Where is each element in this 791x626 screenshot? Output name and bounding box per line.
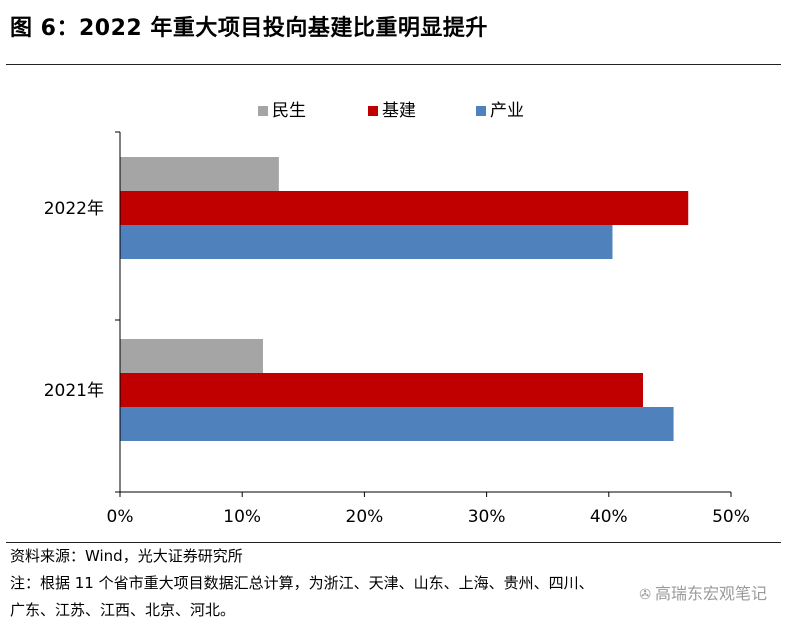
bar-产业-2022年: [120, 225, 613, 259]
legend-label: 产业: [490, 101, 524, 121]
figure-title: 图 6：2022 年重大项目投向基建比重明显提升: [10, 16, 488, 41]
x-tick-label: 10%: [223, 507, 261, 527]
bar-基建-2022年: [120, 191, 689, 225]
category-label: 2022年: [44, 199, 104, 219]
bar-产业-2021年: [120, 407, 674, 441]
legend-label: 基建: [382, 101, 416, 121]
x-tick-label: 20%: [346, 507, 384, 527]
wechat-icon: ✇: [639, 587, 651, 603]
legend: 民生 基建 产业: [258, 101, 524, 121]
bar-基建-2021年: [120, 373, 644, 407]
plot-area: [120, 157, 689, 441]
bottom-rule: [6, 542, 781, 543]
category-label: 2021年: [44, 381, 104, 401]
footnote-line-2: 广东、江苏、江西、北京、河北。: [10, 601, 236, 619]
x-tick-label: 50%: [712, 507, 750, 527]
watermark: ✇ 高瑞东宏观笔记: [639, 580, 767, 604]
x-tick-label: 30%: [468, 507, 506, 527]
x-tick-label: 0%: [107, 507, 134, 527]
legend-label: 民生: [272, 101, 306, 121]
top-rule: [6, 64, 781, 65]
bar-民生-2021年: [120, 339, 263, 373]
source-note: 资料来源：Wind，光大证券研究所: [10, 547, 243, 565]
axes: 2022年 2021年 0% 10% 20% 30% 40% 50%: [44, 131, 750, 527]
footnote-line-1: 注：根据 11 个省市重大项目数据汇总计算，为浙江、天津、山东、上海、贵州、四川…: [10, 574, 594, 592]
x-tick-label: 40%: [590, 507, 628, 527]
watermark-text: 高瑞东宏观笔记: [654, 584, 767, 603]
bar-民生-2022年: [120, 157, 279, 191]
bar-chart: 民生 基建 产业 2022年 2021年 0% 10% 20% 30% 40% 50%: [44, 101, 750, 527]
legend-swatch-民生: [258, 106, 268, 116]
legend-swatch-产业: [476, 106, 486, 116]
legend-swatch-基建: [368, 106, 378, 116]
